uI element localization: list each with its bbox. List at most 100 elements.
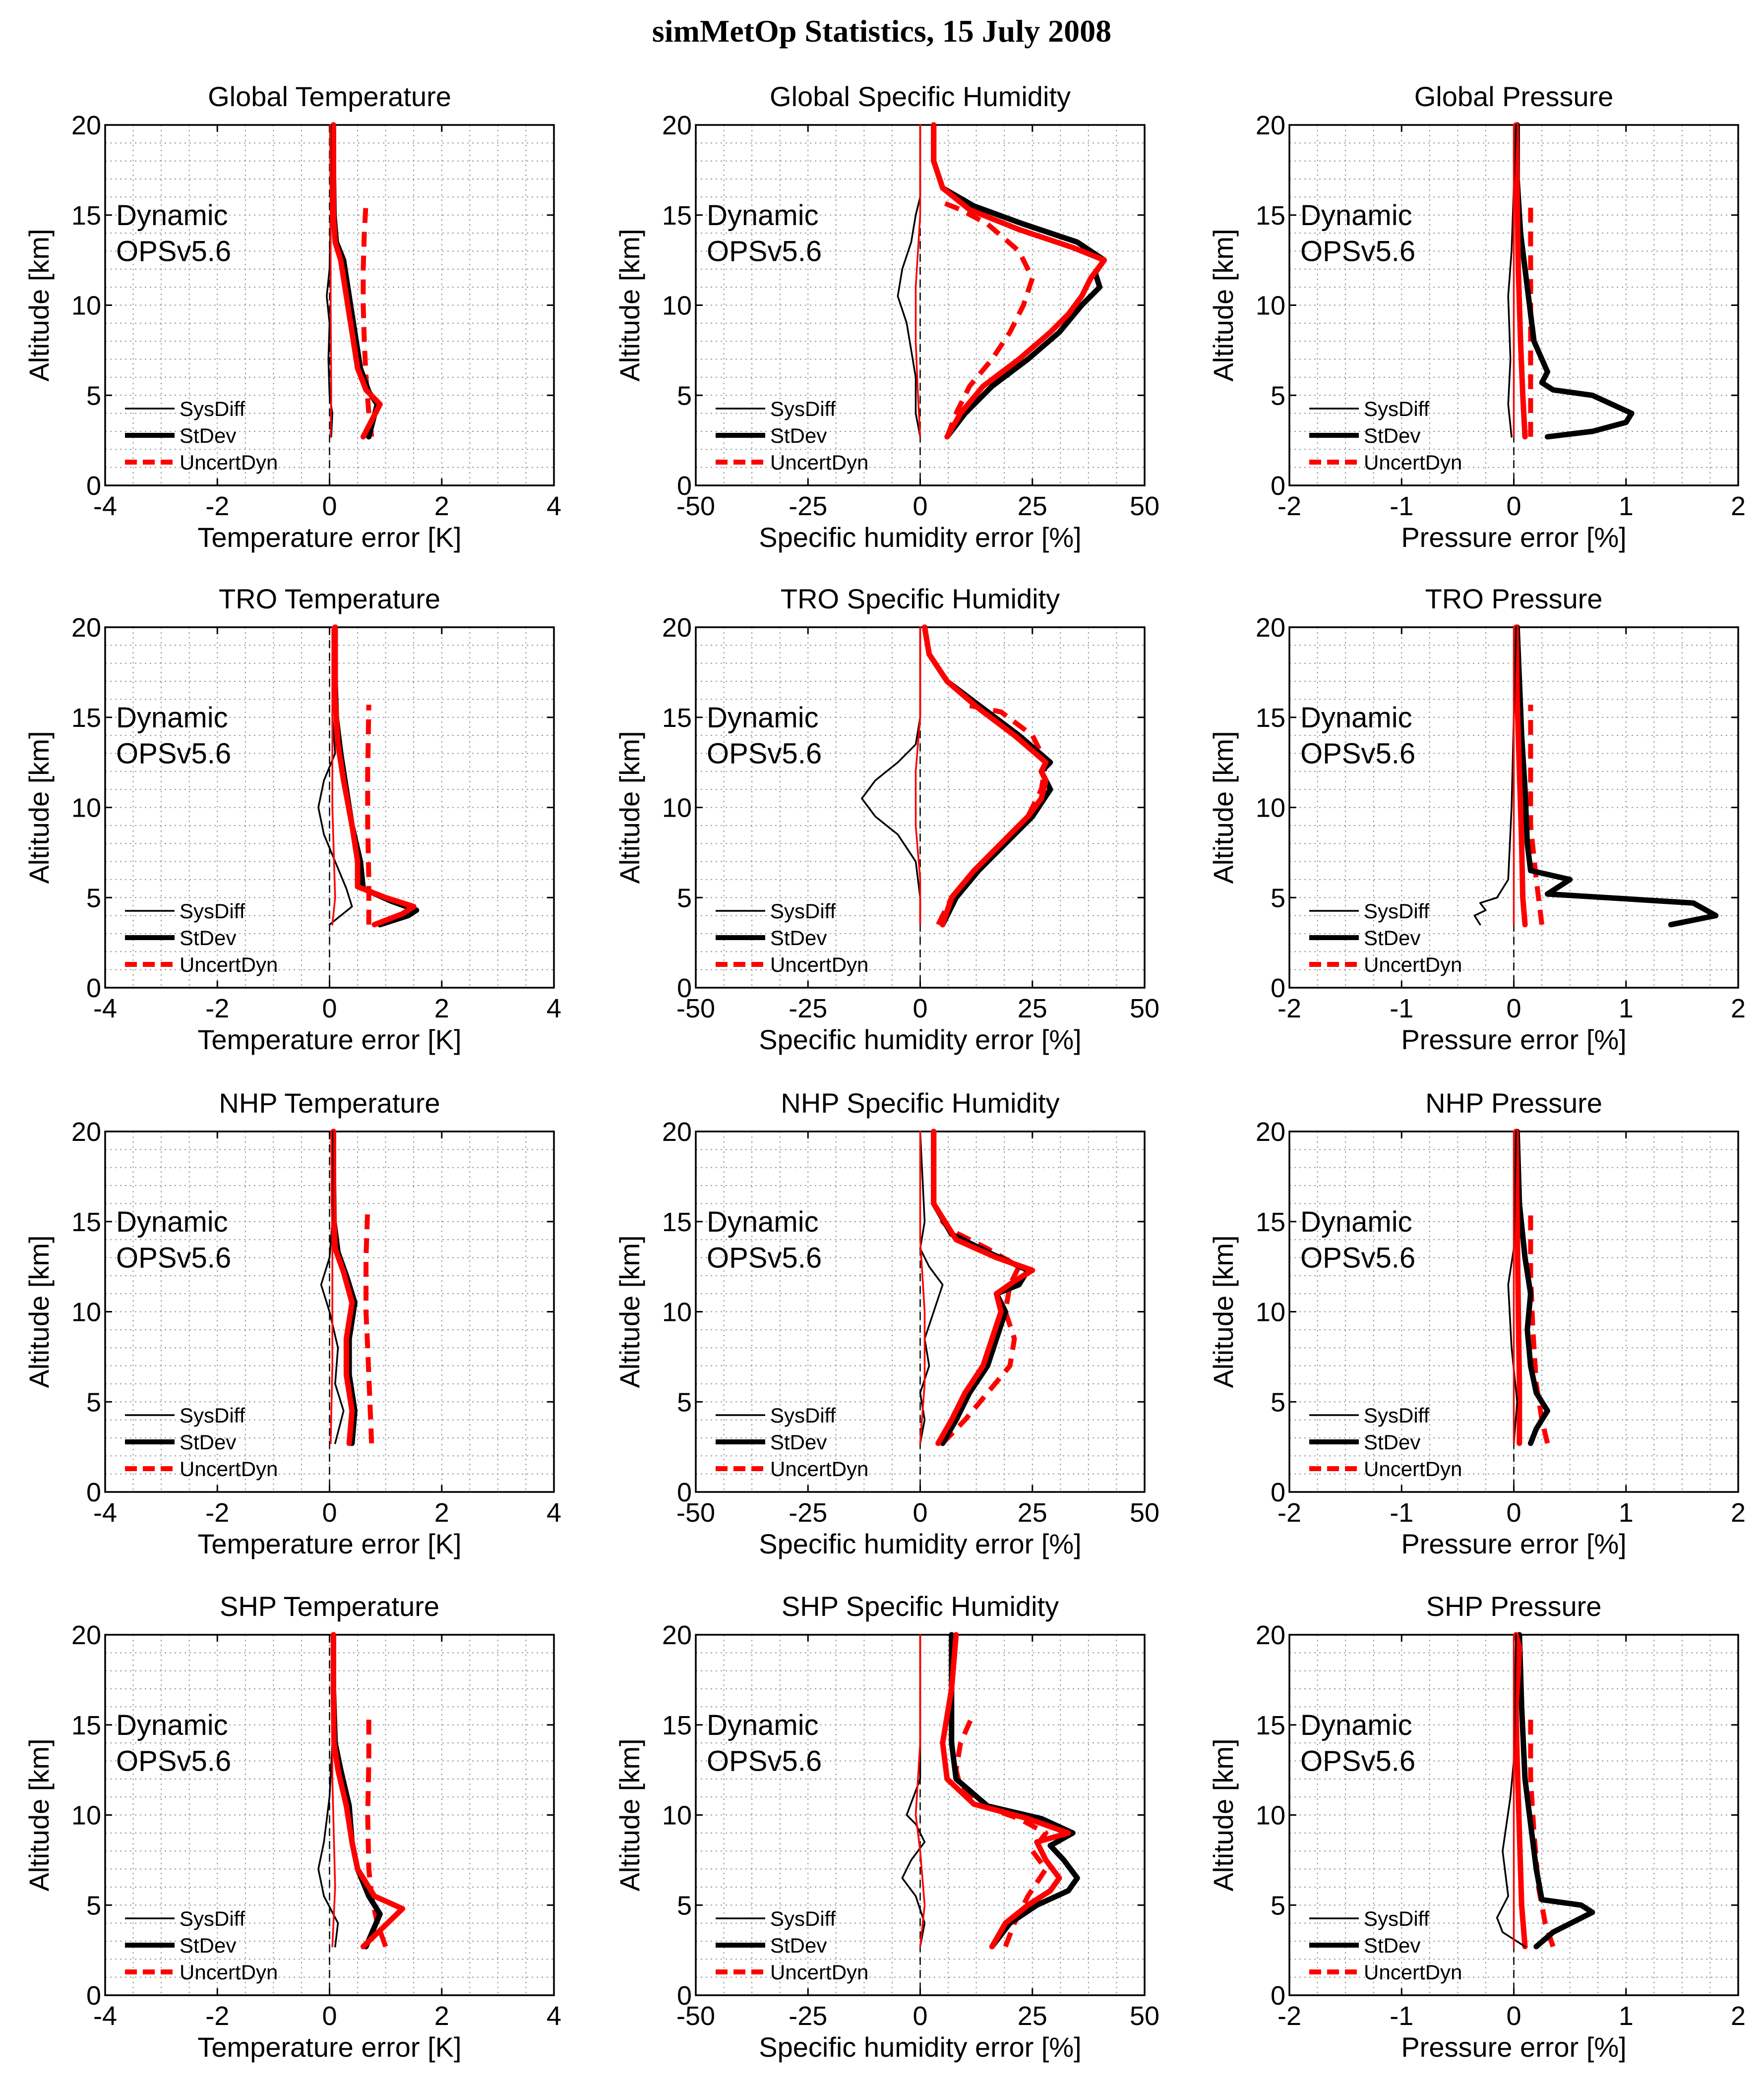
x-tick-label: 0 (322, 2001, 337, 2031)
y-axis-label: Altitude [km] (23, 1235, 55, 1388)
x-tick-label: 25 (1018, 491, 1047, 521)
chart-title: NHP Specific Humidity (781, 1087, 1059, 1119)
legend-label: UncertDyn (180, 953, 278, 976)
legend-label: UncertDyn (1364, 451, 1462, 474)
annotation-ops: OPSv5.6 (116, 1745, 231, 1777)
y-tick-label: 10 (71, 1298, 101, 1327)
series-line (914, 124, 921, 438)
x-tick-label: -50 (676, 994, 715, 1023)
x-axis-label: Pressure error [%] (1401, 1528, 1626, 1559)
chart-title: SHP Specific Humidity (782, 1591, 1059, 1622)
y-tick-label: 20 (71, 111, 101, 140)
x-tick-label: -50 (676, 1498, 715, 1528)
series-line (897, 124, 921, 438)
y-tick-label: 20 (662, 1117, 692, 1147)
y-tick-label: 0 (86, 1981, 101, 2011)
series-line (940, 1209, 1022, 1445)
legend-label: SysDiff (180, 397, 245, 420)
series-line (941, 200, 1035, 438)
x-tick-label: 0 (1506, 994, 1521, 1023)
legend-label: StDev (1364, 1934, 1420, 1957)
legend-label: SysDiff (770, 1907, 836, 1930)
y-tick-label: 5 (86, 381, 101, 411)
series-line (914, 1634, 926, 1948)
x-tick-label: 1 (1619, 1498, 1634, 1528)
annotation-dynamic: Dynamic (1300, 702, 1412, 734)
legend-label: UncertDyn (770, 1457, 868, 1481)
y-tick-label: 0 (86, 973, 101, 1003)
x-tick-label: 0 (912, 1498, 927, 1528)
chart-panel: -50 -25 0 25 50 0 5 10 15 20 SHP Specific Humidity… (614, 1591, 1159, 2063)
y-tick-label: 15 (71, 703, 101, 733)
x-tick-label: 2 (434, 1498, 449, 1528)
legend-label: UncertDyn (770, 953, 868, 976)
y-tick-label: 20 (662, 613, 692, 643)
legend-label: StDev (770, 926, 827, 950)
x-tick-label: 2 (1731, 491, 1746, 521)
annotation-ops: OPSv5.6 (707, 235, 822, 267)
series-line (364, 1209, 374, 1444)
x-tick-label: 0 (322, 1498, 337, 1528)
x-tick-label: -2 (205, 2001, 229, 2031)
legend-label: SysDiff (1364, 899, 1430, 923)
chart-panel: -4 -2 0 2 4 0 5 10 15 20 SHP Temperature Temperatur… (23, 1591, 561, 2063)
y-tick-label: 0 (86, 1478, 101, 1507)
legend-label: SysDiff (1364, 1404, 1430, 1427)
chart-title: SHP Pressure (1426, 1591, 1602, 1622)
series-line (1513, 1632, 1528, 1950)
series-line (1513, 122, 1528, 440)
y-tick-label: 10 (71, 291, 101, 321)
legend-label: StDev (1364, 424, 1420, 447)
y-axis-label: Altitude [km] (23, 731, 55, 884)
x-tick-label: -25 (789, 491, 827, 521)
x-tick-label: -2 (205, 491, 229, 521)
series-line (901, 1634, 926, 1948)
annotation-dynamic: Dynamic (116, 1709, 228, 1741)
x-tick-label: -4 (93, 491, 117, 521)
x-tick-label: -2 (1277, 1498, 1301, 1528)
y-tick-label: 20 (1256, 111, 1285, 140)
x-axis-label: Specific humidity error [%] (759, 1024, 1081, 1055)
chart-title: TRO Pressure (1425, 583, 1603, 614)
x-tick-label: 2 (1731, 2001, 1746, 2031)
chart-panel: -4 -2 0 2 4 0 5 10 15 20 NHP Temperature Temperatur… (23, 1087, 561, 1559)
y-axis-label: Altitude [km] (1208, 1235, 1239, 1388)
y-tick-label: 5 (677, 1387, 692, 1417)
y-tick-label: 10 (71, 1801, 101, 1831)
chart-title: TRO Temperature (219, 583, 440, 614)
annotation-dynamic: Dynamic (707, 702, 819, 734)
legend-label: SysDiff (180, 899, 245, 923)
y-tick-label: 15 (1256, 1711, 1285, 1740)
annotation-ops: OPSv5.6 (707, 1242, 822, 1274)
x-tick-label: 50 (1130, 994, 1159, 1023)
series-line (1517, 1632, 1595, 1950)
y-tick-label: 15 (662, 703, 692, 733)
x-tick-label: 1 (1619, 491, 1634, 521)
x-axis-label: Pressure error [%] (1401, 2031, 1626, 2063)
y-tick-label: 20 (662, 111, 692, 140)
x-axis-label: Temperature error [K] (197, 1024, 461, 1055)
x-tick-label: 0 (322, 994, 337, 1023)
series-line (331, 626, 336, 926)
series-line (940, 1632, 1071, 1950)
annotation-ops: OPSv5.6 (707, 1745, 822, 1777)
legend-label: StDev (180, 926, 236, 950)
y-tick-label: 5 (1271, 1891, 1285, 1920)
y-tick-label: 5 (86, 1387, 101, 1417)
y-tick-label: 10 (1256, 291, 1285, 321)
annotation-ops: OPSv5.6 (707, 737, 822, 770)
y-tick-label: 10 (662, 793, 692, 823)
x-axis-label: Temperature error [K] (197, 522, 461, 553)
series-line (329, 124, 332, 438)
x-tick-label: -2 (205, 994, 229, 1023)
legend-label: UncertDyn (180, 1961, 278, 1984)
y-tick-label: 0 (1271, 973, 1285, 1003)
x-axis-label: Specific humidity error [%] (759, 522, 1081, 553)
x-tick-label: 4 (547, 2001, 561, 2031)
series-line (1514, 122, 1635, 440)
x-tick-label: -4 (93, 994, 117, 1023)
